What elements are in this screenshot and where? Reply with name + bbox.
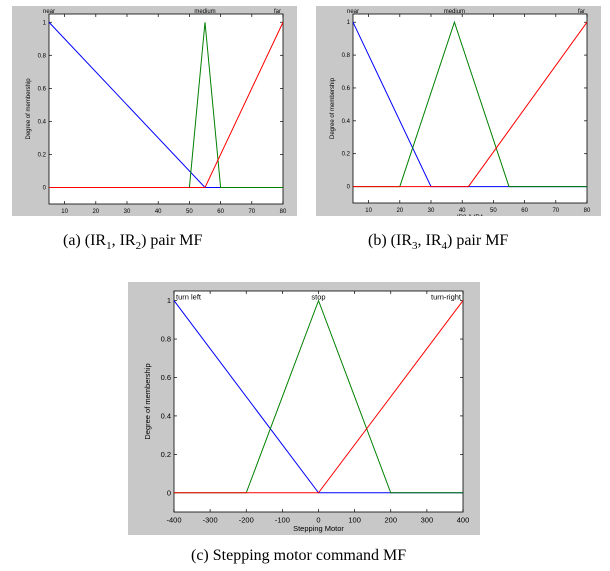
x-tick-label: -300 [203, 516, 218, 525]
x-tick-label: -400 [166, 516, 181, 525]
series-line-far [49, 22, 284, 188]
series-label-near: near [43, 9, 55, 15]
y-tick-label: 0.6 [38, 86, 47, 92]
plot-area [173, 290, 464, 513]
y-tick-label: 1 [347, 20, 351, 26]
y-tick-label: 0.4 [38, 119, 47, 125]
caption-b: (b) (IR3, IR4) pair MF [368, 232, 509, 253]
series-label-turn-left: turn left [176, 293, 202, 302]
x-tick-label: -200 [239, 516, 254, 525]
x-tick-label: 70 [248, 209, 255, 215]
series-label-far: far [274, 9, 281, 15]
chart-panel-c: -400 -300 -200 -100 0 100 200 300 400 0 0.2 0.4 0.6 0… [128, 282, 480, 535]
chart-panel-b: 10 20 30 40 50 60 70 80 0 0.2 0.4 0.6 0.8 1 IR3 & IR4 D… [316, 6, 601, 216]
caption-a: (a) (IR1, IR2) pair MF [63, 232, 203, 253]
x-axis-label: Stepping Motor [293, 524, 344, 533]
series-label-stop: stop [311, 293, 325, 302]
x-tick-label: 60 [521, 208, 528, 214]
series-label-turn-right: turn-right [431, 293, 462, 302]
x-tick-label: -100 [275, 516, 290, 525]
series-line-turn-right [174, 300, 464, 494]
plot-area [48, 13, 284, 205]
y-tick-label: 0.2 [342, 152, 351, 158]
y-tick-label: 0 [43, 185, 47, 191]
x-tick-label: 200 [384, 516, 397, 525]
y-tick-label: 0 [167, 488, 171, 497]
x-tick-label: 10 [365, 208, 372, 214]
y-tick-label: 0.8 [161, 335, 171, 344]
series-label-far: far [578, 9, 585, 15]
y-tick-label: 0.2 [38, 152, 47, 158]
y-tick-label: 0.8 [38, 53, 47, 59]
series-label-medium: medium [444, 9, 465, 15]
chart-b-svg: 10 20 30 40 50 60 70 80 0 0.2 0.4 0.6 0.8 1 IR3 & IR4 D… [330, 9, 591, 216]
x-tick-label: 30 [428, 208, 435, 214]
y-tick-label: 0.4 [342, 119, 351, 125]
y-tick-label: 0.4 [161, 411, 171, 420]
y-tick-label: 0.6 [342, 86, 351, 92]
x-tick-label: 80 [584, 208, 591, 214]
series-label-medium: medium [194, 9, 215, 15]
x-tick-label: 10 [61, 209, 68, 215]
y-axis-label: Degree of membership [26, 78, 32, 140]
chart-c-svg: -400 -300 -200 -100 0 100 200 300 400 0 0.2 0.4 0.6 0… [143, 290, 470, 533]
y-tick-label: 0.2 [161, 450, 171, 459]
series-line-far [353, 21, 588, 188]
plot-area [352, 13, 588, 204]
series-label-near: near [347, 9, 359, 15]
x-tick-label: 60 [217, 209, 224, 215]
x-tick-label: 20 [92, 209, 99, 215]
x-tick-label: 80 [280, 209, 287, 215]
y-tick-label: 0.8 [342, 53, 351, 59]
y-tick-label: 0 [347, 185, 351, 191]
y-tick-label: 0.6 [161, 373, 171, 382]
caption-c: (c) Stepping motor command MF [191, 547, 407, 564]
y-axis-label: Degree of membership [330, 77, 336, 139]
x-tick-label: 30 [124, 209, 131, 215]
x-tick-label: 40 [459, 208, 466, 214]
x-tick-label: 50 [490, 208, 497, 214]
x-axis-label: IR3 & IR4 [457, 215, 484, 216]
x-tick-label: 40 [155, 209, 162, 215]
x-tick-label: 100 [348, 516, 361, 525]
x-tick-label: 70 [552, 208, 559, 214]
x-tick-label: 20 [396, 208, 403, 214]
y-axis-label: Degree of membership [143, 363, 152, 439]
x-tick-label: 300 [421, 516, 434, 525]
y-tick-label: 1 [167, 296, 171, 305]
x-tick-label: 400 [457, 516, 470, 525]
x-tick-label: 50 [186, 209, 193, 215]
y-tick-label: 1 [43, 20, 47, 26]
x-tick-label: 0 [316, 516, 320, 525]
